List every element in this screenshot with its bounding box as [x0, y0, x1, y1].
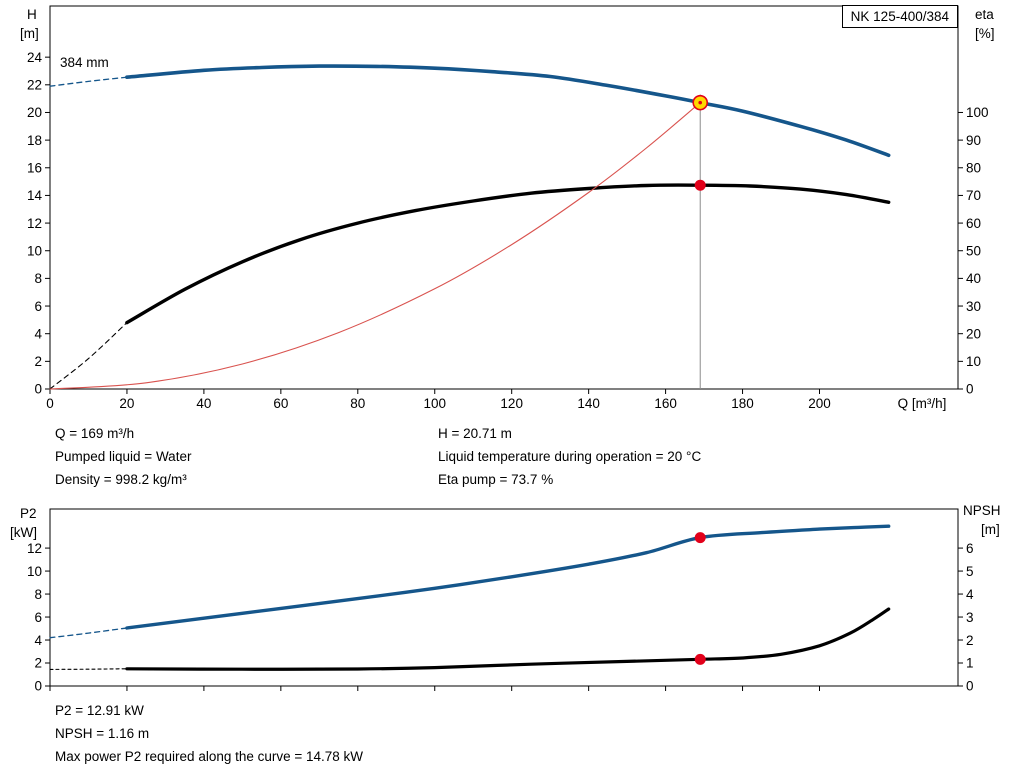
- h-axis-unit: [m]: [20, 26, 39, 41]
- x-tick-label: 60: [273, 396, 288, 411]
- y-left-tick-label: 10: [27, 243, 42, 258]
- y-right-tick-label: 20: [966, 326, 981, 341]
- y-left-tick-label: 0: [34, 679, 42, 694]
- head-curve-extrapolated: [49, 76, 128, 87]
- eta-axis-unit: [%]: [975, 26, 995, 41]
- duty-point-center: [698, 100, 703, 105]
- x-tick-label: 160: [654, 396, 677, 411]
- x-tick-label: 200: [808, 396, 831, 411]
- y-left-tick-label: 0: [34, 382, 42, 397]
- y-left-tick-label: 24: [27, 50, 43, 65]
- pump-type-label: NK 125-400/384: [841, 5, 958, 28]
- y-right-tick-label: 80: [966, 160, 981, 175]
- result-npsh: NPSH = 1.16 m: [55, 726, 150, 741]
- y-right-tick-label: 50: [966, 243, 981, 258]
- x-tick-label: 20: [119, 396, 134, 411]
- y-left-tick-label: 16: [27, 160, 42, 175]
- y-left-tick-label: 20: [27, 105, 42, 120]
- y-left-tick-label: 14: [27, 188, 43, 203]
- head-curve: [125, 64, 891, 158]
- y-left-tick-label: 12: [27, 541, 42, 556]
- result-flow: Q = 169 m³/h: [55, 426, 135, 441]
- result-temperature: Liquid temperature during operation = 20…: [438, 449, 702, 464]
- x-tick-label: 120: [500, 396, 523, 411]
- efficiency-curve: [125, 183, 891, 325]
- x-tick-label: 180: [731, 396, 754, 411]
- y-right-tick-label: 10: [966, 354, 981, 369]
- y-left-tick-label: 8: [34, 587, 42, 602]
- y-left-tick-label: 2: [34, 656, 42, 671]
- y-right-tick-label: 100: [966, 105, 989, 120]
- y-left-tick-label: 6: [34, 610, 42, 625]
- y-right-tick-label: 1: [966, 656, 974, 671]
- y-right-tick-label: 60: [966, 216, 981, 231]
- power-curve: [125, 524, 891, 630]
- x-axis-label: Q [m³/h]: [898, 396, 947, 411]
- y-right-tick-label: 2: [966, 633, 974, 648]
- p2-axis-unit: [kW]: [10, 525, 37, 540]
- npsh-curve: [125, 607, 891, 671]
- y-left-tick-label: 10: [27, 564, 42, 579]
- power-curve-extrapolated: [49, 627, 128, 639]
- y-right-tick-label: 0: [966, 679, 974, 694]
- power-results: P2 = 12.91 kW NPSH = 1.16 m Max power P2…: [55, 703, 363, 772]
- y-left-tick-label: 2: [34, 354, 42, 369]
- y-left-tick-label: 22: [27, 78, 42, 93]
- x-tick-label: 140: [577, 396, 600, 411]
- npsh-axis-title: NPSH: [963, 503, 1001, 518]
- y-right-tick-label: 90: [966, 133, 981, 148]
- result-max-power: Max power P2 required along the curve = …: [55, 749, 364, 764]
- npsh-curve-extrapolated: [49, 668, 128, 670]
- system-curve: [49, 102, 701, 390]
- h-axis-title: H: [27, 7, 37, 22]
- power-point[interactable]: [694, 532, 706, 544]
- result-efficiency: Eta pump = 73.7 %: [438, 472, 554, 487]
- result-head: H = 20.71 m: [438, 426, 512, 441]
- efficiency-curve-extrapolated: [49, 322, 128, 390]
- p2-axis-title: P2: [20, 506, 37, 521]
- eta-axis-title: eta: [975, 7, 994, 22]
- efficiency-point[interactable]: [694, 179, 706, 191]
- y-right-tick-label: 3: [966, 610, 974, 625]
- performance-chart-frame: [49, 5, 959, 390]
- y-right-tick-label: 6: [966, 541, 974, 556]
- y-right-tick-label: 70: [966, 188, 981, 203]
- result-p2: P2 = 12.91 kW: [55, 703, 144, 718]
- y-right-tick-label: 5: [966, 564, 974, 579]
- y-right-tick-label: 4: [966, 587, 974, 602]
- x-tick-label: 100: [423, 396, 446, 411]
- impeller-diameter-label: 384 mm: [60, 55, 109, 70]
- npsh-axis-unit: [m]: [981, 522, 1000, 537]
- npsh-point[interactable]: [694, 653, 706, 665]
- x-tick-label: 40: [196, 396, 211, 411]
- duty-results-left: Q = 169 m³/h Pumped liquid = Water Densi…: [55, 426, 191, 495]
- power-npsh-chart-frame: [49, 508, 959, 687]
- x-tick-label: 80: [350, 396, 365, 411]
- y-right-tick-label: 0: [966, 382, 974, 397]
- y-left-tick-label: 4: [34, 633, 42, 648]
- y-left-tick-label: 18: [27, 133, 42, 148]
- y-left-tick-label: 12: [27, 216, 42, 231]
- y-right-tick-label: 30: [966, 299, 981, 314]
- duty-results-right: H = 20.71 m Liquid temperature during op…: [438, 426, 701, 495]
- y-left-tick-label: 6: [34, 299, 42, 314]
- x-tick-label: 0: [46, 396, 54, 411]
- result-liquid: Pumped liquid = Water: [55, 449, 192, 464]
- result-density: Density = 998.2 kg/m³: [55, 472, 187, 487]
- y-left-tick-label: 4: [34, 326, 42, 341]
- y-right-tick-label: 40: [966, 271, 981, 286]
- y-left-tick-label: 8: [34, 271, 42, 286]
